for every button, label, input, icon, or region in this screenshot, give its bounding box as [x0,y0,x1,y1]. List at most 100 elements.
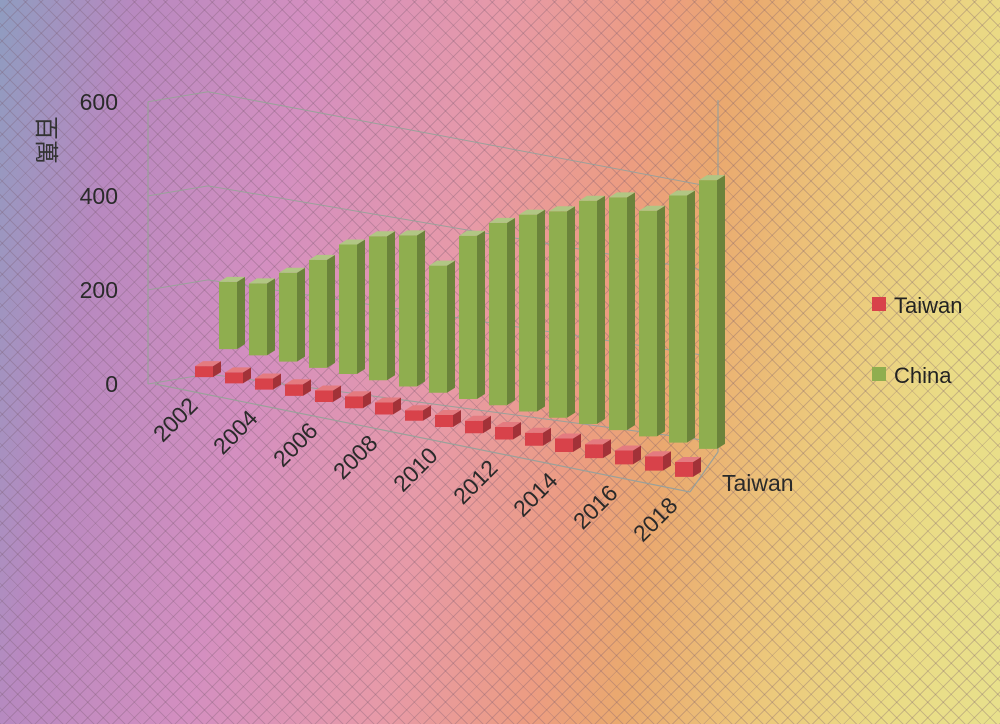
bar-side-face [633,445,641,465]
bar-top-face [309,254,335,260]
bar-taiwan-2006 [315,385,341,403]
bar-side-face [387,231,395,381]
x-tick-label: 2018 [628,492,683,547]
bar-china-2010 [459,230,485,399]
bar-front-face [429,265,447,393]
bar-side-face [537,209,545,412]
bar-side-face [567,206,575,418]
bar-front-face [639,210,657,437]
bar-front-face [285,384,303,396]
x-tick-label: 2006 [268,417,323,472]
bar-side-face [267,278,275,356]
bar-front-face [489,222,507,406]
y-tick-label: 600 [80,89,118,115]
y-axis-ticks: 600 400 200 0 [80,89,118,397]
bar-top-face [549,206,575,212]
bar-side-face [213,361,221,378]
bar-top-face [639,205,665,211]
bar-top-face [669,190,695,196]
bar-taiwan-2014 [555,433,581,452]
bar-side-face [657,205,665,437]
y-tick-label: 400 [80,183,118,209]
bar-taiwan-2004 [255,373,281,390]
bar-taiwan-2008 [375,397,401,415]
bar-top-face [489,217,515,223]
gridline [147,91,719,189]
bar-side-face [687,190,695,443]
bar-front-face [615,450,633,465]
bar-front-face [699,180,717,449]
bar-top-face [579,195,605,201]
bar-front-face [519,214,537,412]
legend: Taiwan China [872,293,962,388]
bar-side-face [243,367,251,384]
bar-side-face [273,373,281,390]
bar-front-face [249,283,267,356]
bar-front-face [579,200,597,424]
bar-side-face [663,451,671,471]
bar-top-face [279,267,305,273]
bar-taiwan-2003 [225,367,251,384]
bar-side-face [597,195,605,424]
bar-taiwan-2017 [645,451,671,471]
bar-china-2016 [639,205,665,437]
bar-china-2004 [279,267,305,362]
bar-front-face [585,444,603,459]
x-tick-label: 2010 [388,442,443,497]
bar-side-face [603,439,611,459]
bar-top-face [525,427,551,433]
bar-front-face [435,415,453,427]
bar-side-face [303,379,311,396]
bar-side-face [627,192,635,431]
bar-front-face [399,235,417,387]
bar-side-face [507,217,515,406]
bar-top-face [219,276,245,282]
bar-front-face [525,432,543,446]
bar-top-face [465,415,491,421]
legend-label-taiwan: Taiwan [894,293,962,318]
bar-front-face [459,235,477,399]
bar-front-face [549,211,567,418]
bar-side-face [393,397,401,415]
bar-side-face [417,230,425,387]
bar-top-face [519,209,545,215]
bar-front-face [675,462,693,477]
bar-top-face [459,230,485,236]
bar-top-face [429,260,455,266]
bar-taiwan-2007 [345,391,371,409]
bar-china-2003 [249,278,275,356]
x-tick-label: 2014 [508,467,563,522]
bar-china-2007 [369,231,395,381]
bar-side-face [423,405,431,421]
bar-front-face [495,426,513,440]
y-axis-label: 百萬 [32,116,60,164]
gridline [147,185,719,274]
bar-front-face [405,410,423,421]
bar-front-face [339,244,357,375]
y-tick-label: 200 [80,277,118,303]
bar-top-face [435,410,461,415]
bar-taiwan-2005 [285,379,311,396]
bar-side-face [483,415,491,434]
legend-label-china: China [894,363,952,388]
bar-taiwan-2002 [195,361,221,378]
bar-front-face [309,259,327,368]
bar-china-2005 [309,254,335,368]
bar-side-face [333,385,341,403]
bar-side-face [573,433,581,452]
bar-side-face [543,427,551,446]
bar-side-face [237,276,245,350]
bar-side-face [363,391,371,409]
bar-top-face [375,397,401,403]
bar-top-face [249,278,275,284]
bar-top-face [555,433,581,439]
x-tick-label: 2008 [328,430,383,485]
bar-side-face [447,260,455,393]
bar-front-face [609,197,627,431]
bar-front-face [195,366,213,378]
bar-side-face [477,230,485,399]
bar-front-face [669,195,687,443]
bar-china-2017 [669,190,695,443]
bar-front-face [465,420,483,434]
